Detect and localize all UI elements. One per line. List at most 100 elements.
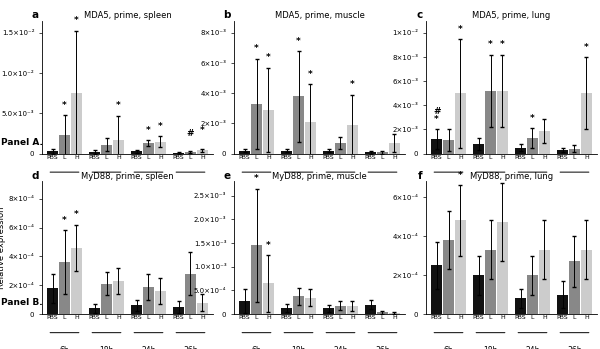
- Text: b: b: [223, 10, 230, 20]
- Bar: [293, 96, 304, 154]
- Bar: [497, 222, 508, 314]
- Text: c: c: [416, 10, 422, 20]
- Text: 36h: 36h: [567, 346, 582, 349]
- Bar: [239, 301, 250, 314]
- Text: Panel B.: Panel B.: [1, 298, 43, 307]
- Bar: [455, 221, 466, 314]
- Text: *: *: [62, 216, 67, 225]
- Bar: [443, 240, 454, 314]
- Text: *: *: [500, 40, 505, 50]
- Bar: [197, 303, 208, 314]
- Title: MDA5, prime, muscle: MDA5, prime, muscle: [275, 11, 364, 20]
- Title: MDA5, prime, spleen: MDA5, prime, spleen: [83, 11, 172, 20]
- Bar: [101, 284, 112, 314]
- Text: *: *: [296, 37, 301, 46]
- Text: *: *: [584, 43, 589, 52]
- Title: MDA5, prime, lung: MDA5, prime, lung: [472, 11, 551, 20]
- Bar: [497, 91, 508, 154]
- Bar: [485, 250, 496, 314]
- Bar: [431, 265, 442, 314]
- Bar: [431, 139, 442, 154]
- Bar: [59, 135, 70, 154]
- Bar: [47, 151, 58, 154]
- Bar: [527, 138, 538, 154]
- Bar: [101, 145, 112, 154]
- Text: 18h: 18h: [100, 346, 113, 349]
- Text: *: *: [308, 70, 313, 79]
- Text: *: *: [266, 240, 271, 250]
- Text: *: *: [350, 81, 355, 89]
- Bar: [515, 148, 526, 154]
- Bar: [281, 150, 292, 154]
- Bar: [335, 306, 346, 314]
- Y-axis label: Relative expression: Relative expression: [0, 207, 6, 289]
- Text: 24h: 24h: [333, 346, 348, 349]
- Bar: [473, 144, 484, 154]
- Bar: [239, 150, 250, 154]
- Bar: [197, 150, 208, 154]
- Bar: [581, 93, 592, 154]
- Text: Hours post stimulation: Hours post stimulation: [84, 204, 171, 213]
- Bar: [323, 309, 334, 314]
- Text: *: *: [62, 101, 67, 110]
- Title: MyD88, prime, lung: MyD88, prime, lung: [470, 172, 553, 181]
- Bar: [89, 152, 100, 154]
- Text: *: *: [530, 114, 535, 123]
- Text: #: #: [433, 107, 440, 116]
- Bar: [155, 291, 166, 314]
- Text: Panel A.: Panel A.: [1, 138, 43, 147]
- Text: *: *: [158, 121, 163, 131]
- Bar: [347, 125, 358, 154]
- Text: 18h: 18h: [100, 185, 113, 194]
- Bar: [185, 274, 196, 314]
- Bar: [569, 149, 580, 154]
- Bar: [251, 104, 262, 154]
- Text: 6h: 6h: [443, 346, 454, 349]
- Text: 6h: 6h: [251, 346, 262, 349]
- Text: *: *: [146, 126, 151, 135]
- Text: *: *: [434, 115, 439, 124]
- Text: 6h: 6h: [59, 346, 70, 349]
- Text: *: *: [74, 210, 79, 220]
- Bar: [569, 261, 580, 314]
- Text: *: *: [488, 40, 493, 50]
- Bar: [131, 151, 142, 154]
- Text: 6h: 6h: [59, 185, 70, 194]
- Bar: [143, 143, 154, 154]
- Bar: [335, 143, 346, 154]
- Text: 24h: 24h: [141, 346, 156, 349]
- Bar: [455, 93, 466, 154]
- Bar: [527, 275, 538, 314]
- Text: 6h: 6h: [443, 185, 454, 194]
- Text: 36h: 36h: [183, 185, 198, 194]
- Text: 24h: 24h: [333, 185, 348, 194]
- Bar: [59, 262, 70, 314]
- Bar: [377, 152, 388, 154]
- Bar: [443, 140, 454, 154]
- Bar: [71, 93, 82, 154]
- Text: *: *: [266, 53, 271, 62]
- Bar: [305, 122, 316, 154]
- Text: 18h: 18h: [292, 346, 305, 349]
- Text: Hours post stimulation: Hours post stimulation: [468, 204, 555, 213]
- Text: 18h: 18h: [292, 185, 305, 194]
- Bar: [539, 250, 550, 314]
- Text: e: e: [223, 171, 230, 181]
- Bar: [173, 153, 184, 154]
- Text: *: *: [116, 102, 121, 111]
- Bar: [263, 110, 274, 154]
- Bar: [557, 295, 568, 314]
- Text: f: f: [418, 171, 422, 181]
- Text: 36h: 36h: [375, 185, 390, 194]
- Bar: [389, 313, 400, 314]
- Bar: [113, 140, 124, 154]
- Bar: [185, 152, 196, 154]
- Text: *: *: [74, 16, 79, 25]
- Text: 18h: 18h: [484, 185, 497, 194]
- Text: *: *: [458, 171, 463, 180]
- Bar: [143, 287, 154, 314]
- Text: 6h: 6h: [251, 185, 262, 194]
- Bar: [173, 307, 184, 314]
- Bar: [47, 288, 58, 314]
- Text: 36h: 36h: [567, 185, 582, 194]
